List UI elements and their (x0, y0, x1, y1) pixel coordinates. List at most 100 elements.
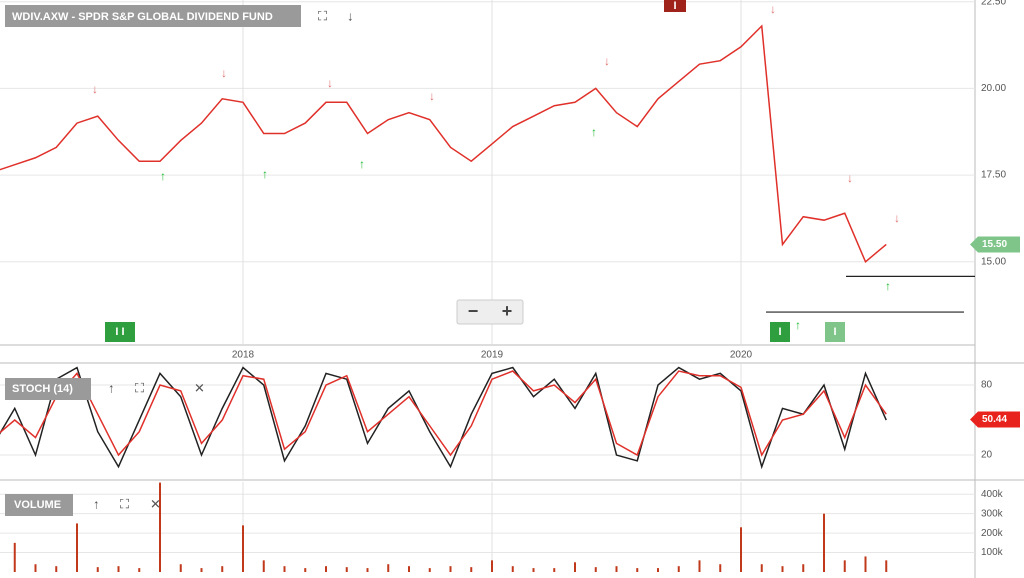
y-tick-label: 20.00 (981, 83, 1006, 94)
bar (823, 513, 825, 572)
expand-icon[interactable]: ⛶ (317, 8, 328, 23)
signal-label: I I (115, 326, 124, 338)
buy-arrow: ↑ (795, 318, 801, 332)
bar (117, 566, 120, 572)
sell-arrow: ↓ (847, 171, 853, 185)
x-tick-label: 2020 (730, 350, 753, 361)
sell-arrow: ↓ (894, 211, 900, 225)
y-tick-label: 200k (981, 528, 1004, 539)
close-icon[interactable]: ✕ (150, 496, 161, 511)
signal-label: I (778, 326, 781, 338)
signal-label: I (833, 326, 836, 338)
bar (511, 566, 514, 572)
bar (843, 560, 846, 572)
y-tick-label: 22.50 (981, 0, 1006, 7)
up-icon[interactable]: ↑ (93, 496, 100, 511)
series-line (0, 366, 887, 470)
bar (802, 564, 805, 572)
buy-arrow: ↑ (359, 157, 365, 171)
zoom-out[interactable]: − (468, 301, 479, 321)
signal-button[interactable] (825, 322, 845, 342)
bar (387, 564, 390, 572)
bar (345, 567, 348, 572)
bar (719, 564, 722, 572)
bar (200, 568, 203, 572)
up-icon[interactable]: ↑ (108, 380, 115, 395)
bar (34, 564, 37, 572)
bar (262, 560, 265, 572)
bar (553, 568, 556, 572)
sell-arrow: ↓ (429, 89, 435, 103)
title-box (5, 378, 91, 400)
expand-icon[interactable]: ⛶ (134, 380, 145, 395)
y-tick-label: 80 (981, 380, 993, 391)
sell-arrow: ↓ (221, 66, 227, 80)
bar (491, 560, 493, 572)
bar (304, 568, 307, 572)
series-line (0, 24, 887, 264)
y-tick-label: 300k (981, 508, 1004, 519)
bar (740, 527, 742, 572)
title-box (5, 494, 73, 516)
bar (221, 566, 224, 572)
signal-button[interactable] (770, 322, 790, 342)
sell-arrow: ↓ (770, 2, 776, 16)
y-tick-label: 400k (981, 489, 1004, 500)
bar (13, 542, 16, 572)
chart-title: WDIV.AXW - SPDR S&P GLOBAL DIVIDEND FUND (12, 11, 273, 23)
bar (138, 568, 141, 572)
buy-arrow: ↑ (885, 279, 891, 293)
bar (325, 566, 327, 572)
pane-title: VOLUME (14, 499, 61, 511)
y-tick-label: 20 (981, 450, 993, 461)
last-value-tag (970, 236, 1020, 253)
bar (532, 568, 535, 572)
bar (677, 566, 680, 572)
sell-arrow: ↓ (327, 76, 333, 90)
sell-arrow: ↓ (604, 54, 610, 68)
bar (594, 567, 597, 572)
bar (283, 566, 286, 572)
bar (449, 566, 452, 572)
bar (366, 568, 369, 572)
sell-arrow: ↓ (92, 82, 98, 96)
bar (76, 523, 78, 572)
bar (698, 560, 701, 572)
down-icon[interactable]: ↓ (347, 8, 354, 23)
last-value-tag (970, 411, 1020, 428)
y-tick-label: 100k (981, 547, 1004, 558)
bar (242, 525, 244, 572)
expand-icon[interactable]: ⛶ (119, 496, 130, 511)
zoom-in[interactable]: + (502, 301, 513, 321)
zoom-buttons[interactable] (456, 299, 524, 325)
overlay: WDIV.AXW - SPDR S&P GLOBAL DIVIDEND FUND… (5, 0, 900, 516)
title-box (5, 5, 301, 27)
signal-button[interactable] (105, 322, 135, 342)
marker (664, 0, 686, 12)
bar (408, 566, 410, 572)
signal-arrows: ↓ ↓ ↓ ↓ ↓ ↓ ↓ ↓ ↑ ↑ ↑ ↑ ↑ ↑ (92, 2, 900, 332)
y-tick-label: 15.00 (981, 256, 1006, 267)
bar (179, 564, 182, 572)
bar (781, 566, 784, 572)
bar (864, 556, 867, 572)
bar (885, 560, 888, 572)
bar (159, 482, 161, 572)
last-value-label: 15.50 (982, 239, 1007, 250)
bar (657, 568, 659, 572)
buy-arrow: ↑ (262, 167, 268, 181)
marker-label: I (673, 0, 676, 12)
bar (96, 567, 99, 572)
x-tick-label: 2018 (232, 350, 255, 361)
last-value-label: 50.44 (982, 414, 1007, 425)
close-icon[interactable]: ✕ (194, 380, 205, 395)
bar (615, 566, 618, 572)
plot-area (0, 0, 975, 572)
pane-title: STOCH (14) (12, 383, 73, 395)
y-tick-label: 17.50 (981, 170, 1006, 181)
bar (636, 568, 639, 572)
series-line (0, 370, 887, 457)
bar (55, 566, 58, 572)
